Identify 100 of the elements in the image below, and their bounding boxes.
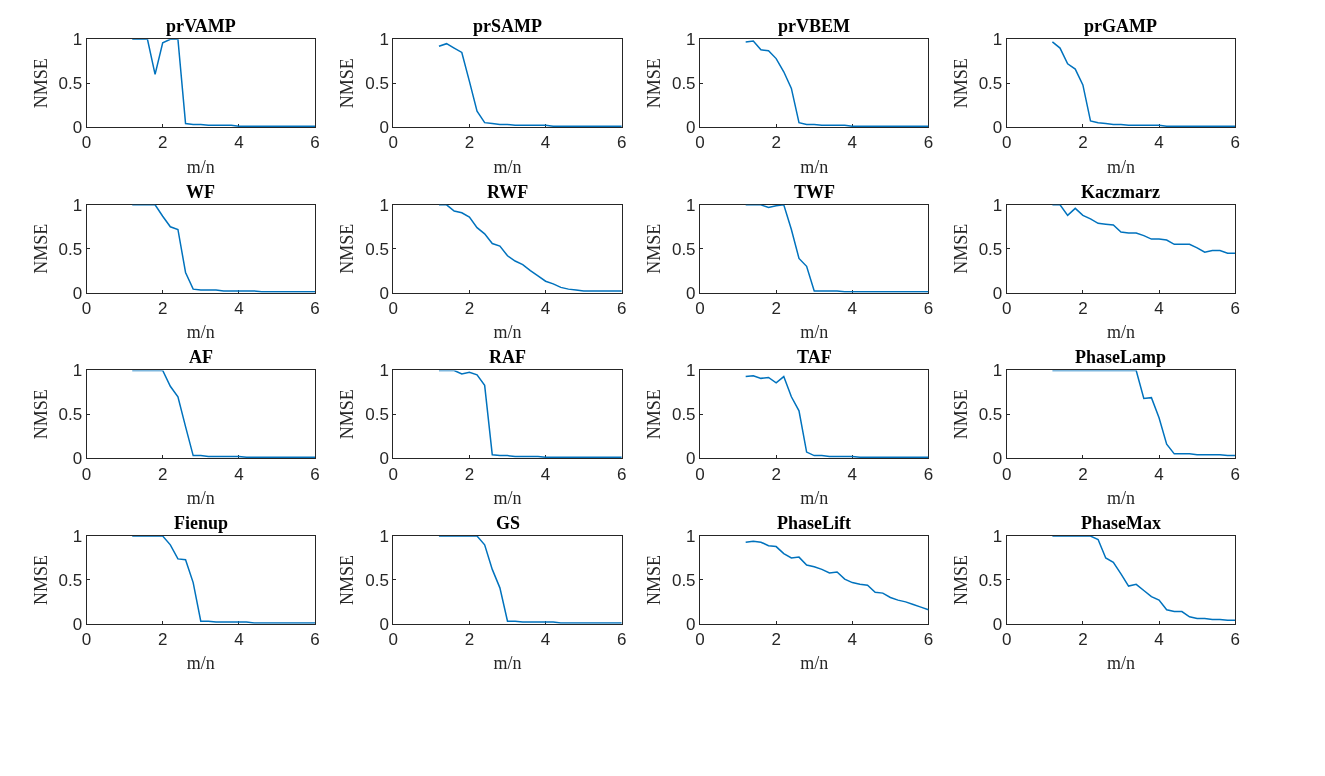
x-axis-title: m/n xyxy=(493,156,522,177)
y-tick-label: 0 xyxy=(686,614,696,634)
x-tick-label: 4 xyxy=(847,133,858,153)
chart-title: TWF xyxy=(794,182,836,202)
x-tick-label: 2 xyxy=(464,630,475,650)
chart-title: PhaseLift xyxy=(777,513,851,533)
line-series xyxy=(438,536,622,624)
y-tick-label: 0.5 xyxy=(58,239,83,259)
y-tick-label: 0 xyxy=(72,614,83,634)
x-tick-label: 2 xyxy=(157,133,168,153)
y-tick-label: 0.5 xyxy=(365,239,389,259)
x-tick-label: 6 xyxy=(1230,133,1240,153)
chart-title: AF xyxy=(189,347,213,367)
x-axis-title: m/n xyxy=(800,156,829,177)
y-tick-label: 0 xyxy=(72,117,83,137)
x-axis-title: m/n xyxy=(800,487,829,508)
chart-title: prGAMP xyxy=(1084,16,1157,36)
y-axis-title: NMSE xyxy=(950,389,971,440)
y-tick-label: 0 xyxy=(379,449,389,469)
x-tick-label: 6 xyxy=(923,464,934,484)
x-tick-label: 6 xyxy=(310,133,320,153)
x-tick-label: 6 xyxy=(617,133,627,153)
y-tick-label: 1 xyxy=(72,195,83,215)
y-tick-label: 0.5 xyxy=(671,74,696,94)
line-series xyxy=(1051,204,1236,254)
y-tick-label: 0 xyxy=(72,449,83,469)
y-tick-label: 0.5 xyxy=(978,239,1003,259)
y-tick-label: 0.5 xyxy=(58,74,83,94)
y-axis-title: NMSE xyxy=(30,554,51,605)
chart-title: TAF xyxy=(797,347,832,367)
y-tick-label: 0.5 xyxy=(671,570,696,590)
x-tick-label: 6 xyxy=(617,464,627,484)
x-tick-label: 4 xyxy=(847,299,858,319)
x-tick-label: 6 xyxy=(310,464,320,484)
y-tick-label: 0 xyxy=(379,117,389,137)
chart-title: GS xyxy=(496,513,521,533)
x-axis-title: m/n xyxy=(1106,487,1135,508)
y-tick-label: 0 xyxy=(379,614,389,634)
y-tick-label: 0 xyxy=(379,283,389,303)
y-tick-label: 0.5 xyxy=(365,570,389,590)
y-tick-label: 0.5 xyxy=(58,570,83,590)
x-tick-label: 2 xyxy=(1078,630,1088,650)
x-tick-label: 4 xyxy=(540,299,551,319)
chart-title: prVAMP xyxy=(166,16,236,36)
y-tick-label: 0.5 xyxy=(978,405,1003,425)
x-tick-label: 2 xyxy=(771,299,781,319)
x-axis-title: m/n xyxy=(493,322,522,343)
x-tick-label: 6 xyxy=(310,630,320,650)
line-series xyxy=(131,204,316,293)
x-tick-label: 2 xyxy=(157,630,168,650)
y-tick-label: 0 xyxy=(686,117,696,137)
x-tick-label: 6 xyxy=(617,630,627,650)
y-axis-title: NMSE xyxy=(950,223,971,274)
y-tick-label: 1 xyxy=(379,527,389,547)
chart-title: RWF xyxy=(487,182,529,202)
line-series xyxy=(744,374,929,459)
x-axis-title: m/n xyxy=(1106,322,1135,343)
x-tick-label: 2 xyxy=(1078,133,1088,153)
y-axis-title: NMSE xyxy=(337,58,358,109)
y-tick-label: 1 xyxy=(992,195,1003,215)
x-axis-title: m/n xyxy=(186,653,215,674)
y-tick-label: 0.5 xyxy=(58,405,83,425)
x-tick-label: 4 xyxy=(540,133,551,153)
x-tick-label: 4 xyxy=(847,630,858,650)
x-axis-title: m/n xyxy=(186,156,215,177)
chart-title: RAF xyxy=(489,347,526,367)
x-axis-title: m/n xyxy=(493,653,522,674)
y-axis-title: NMSE xyxy=(950,58,971,109)
x-tick-label: 4 xyxy=(847,464,858,484)
x-axis-title: m/n xyxy=(186,322,215,343)
y-tick-label: 1 xyxy=(72,527,83,547)
y-axis-title: NMSE xyxy=(30,223,51,274)
y-tick-label: 0 xyxy=(992,117,1003,137)
y-tick-label: 0 xyxy=(686,449,696,469)
x-tick-label: 6 xyxy=(923,299,934,319)
line-series xyxy=(744,40,929,127)
line-series xyxy=(744,204,929,293)
y-tick-label: 1 xyxy=(992,527,1003,547)
y-tick-label: 1 xyxy=(379,361,389,381)
y-axis-title: NMSE xyxy=(337,554,358,605)
x-tick-label: 4 xyxy=(234,464,244,484)
y-tick-label: 0.5 xyxy=(671,239,696,259)
y-tick-label: 1 xyxy=(379,30,389,50)
y-axis-title: NMSE xyxy=(644,554,665,605)
y-axis-title: NMSE xyxy=(950,554,971,605)
x-axis-title: m/n xyxy=(800,322,829,343)
line-series xyxy=(438,204,622,292)
x-tick-label: 6 xyxy=(617,299,627,319)
x-tick-label: 6 xyxy=(1230,630,1240,650)
y-axis-title: NMSE xyxy=(30,58,51,109)
x-axis-title: m/n xyxy=(800,653,829,674)
x-tick-label: 2 xyxy=(771,464,781,484)
y-axis-title: NMSE xyxy=(644,58,665,109)
y-tick-label: 0.5 xyxy=(365,405,389,425)
x-axis-title: m/n xyxy=(1106,653,1135,674)
y-tick-label: 1 xyxy=(72,30,83,50)
x-tick-label: 2 xyxy=(464,464,475,484)
x-tick-label: 2 xyxy=(464,133,475,153)
y-tick-label: 1 xyxy=(992,30,1003,50)
x-tick-label: 6 xyxy=(923,133,934,153)
